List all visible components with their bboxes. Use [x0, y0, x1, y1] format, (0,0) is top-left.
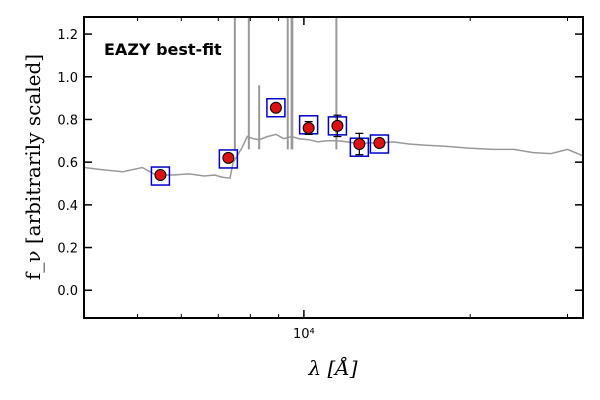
y-tick-label: 1.0: [57, 71, 78, 86]
y-axis-label: f_ν [arbitrarily scaled]: [21, 54, 45, 280]
x-axis-label: λ [Å]: [307, 355, 357, 380]
observed-point: [222, 151, 235, 164]
y-tick-label: 0.6: [57, 156, 78, 171]
observed-point: [353, 138, 366, 151]
plot-frame: [83, 16, 584, 319]
y-tick-label: 0.0: [57, 284, 78, 299]
model-photometry-box: [218, 149, 239, 169]
observed-points-layer: [154, 101, 386, 181]
model-photometry-box: [150, 166, 171, 186]
annotation-label: EAZY best-fit: [104, 40, 222, 59]
y-tick-label: 0.4: [57, 199, 78, 214]
observed-point: [373, 136, 386, 149]
model-photometry-box: [266, 97, 286, 118]
observed-point: [269, 101, 282, 114]
y-tick-label: 1.2: [57, 28, 78, 43]
y-tick-label: 0.8: [57, 113, 78, 128]
observed-point: [302, 122, 315, 135]
x-tick-label: 10⁴: [293, 327, 315, 342]
y-tick-label: 0.2: [57, 242, 78, 257]
ticks-layer: 0.0 0.2 0.4 0.6 0.8 1.0 1.2 10⁴: [57, 17, 583, 342]
observed-point: [154, 168, 167, 181]
observed-point: [331, 119, 344, 132]
model-photometry-box: [369, 134, 390, 154]
